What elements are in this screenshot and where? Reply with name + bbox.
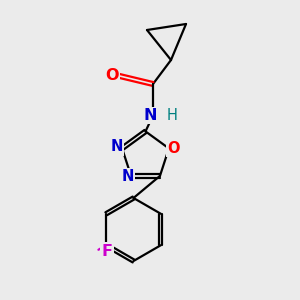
Text: N: N [110, 140, 123, 154]
Text: N: N [144, 108, 157, 123]
Text: O: O [105, 68, 119, 82]
Text: O: O [167, 141, 180, 156]
Text: N: N [122, 169, 134, 184]
Text: H: H [166, 108, 177, 123]
Text: F: F [101, 244, 112, 259]
